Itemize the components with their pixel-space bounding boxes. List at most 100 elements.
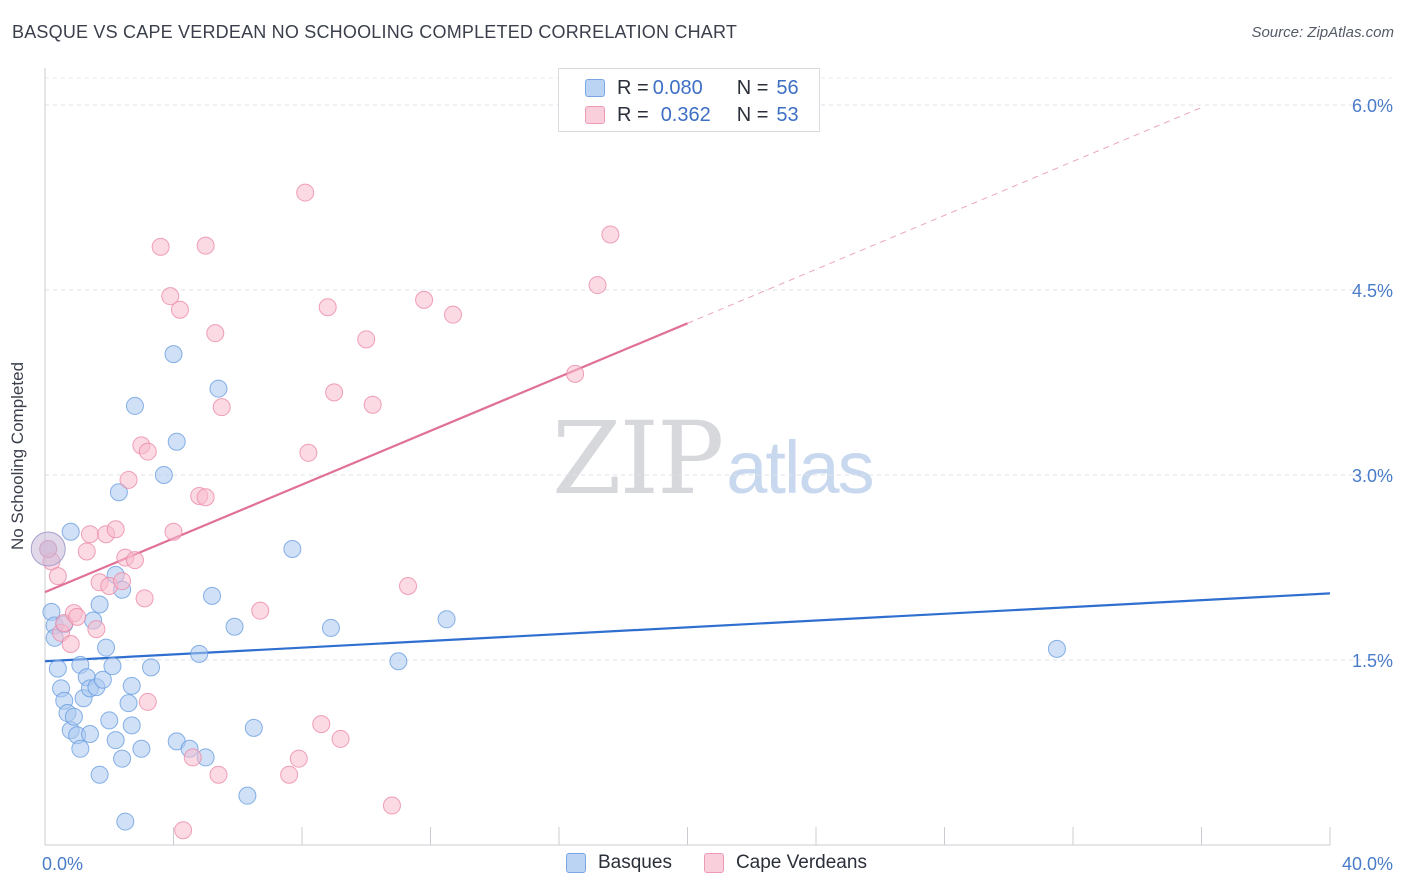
point-basques [437,610,456,629]
point-basques [80,725,99,743]
point-cape-verdeans [68,607,87,626]
point-cape-verdeans [87,620,106,639]
legend-row-basques: R = 0.080 N = 56 [585,76,799,100]
point-cape-verdeans [588,276,607,295]
point-cape-verdeans [382,796,401,815]
point-basques [113,749,132,768]
point-cape-verdeans [299,443,318,462]
legend-n-label: N = [736,76,769,99]
legend-r-value: 0.080 [652,76,703,99]
axes [44,68,1331,846]
point-basques [1047,639,1066,658]
point-cape-verdeans [183,748,202,767]
point-basques [106,731,125,750]
series-legend: Basques Cape Verdeans [566,852,899,874]
point-cape-verdeans [443,305,462,324]
point-basques [61,522,80,541]
point-cape-verdeans [61,634,80,653]
point-basques [225,617,244,636]
y-tick-label: 3.0% [1352,466,1393,486]
point-basques [283,540,302,558]
point-basques [71,739,90,758]
point-basques [122,716,141,735]
watermark-atlas: atlas [726,426,874,509]
point-cape-verdeans [138,442,157,461]
grid-lines [45,77,1392,661]
point-cape-verdeans [325,383,344,402]
point-basques [103,657,122,676]
point-basques [116,812,135,831]
legend-r-label: R = [617,76,649,99]
point-basques [125,396,144,415]
point-cape-verdeans [318,298,337,317]
trend-lines [44,107,1331,663]
point-cape-verdeans [135,589,154,608]
data-points [30,183,1066,840]
point-cape-verdeans [331,729,350,748]
x-tick-label: 0.0% [42,854,83,874]
point-cape-verdeans [601,225,620,244]
legend-label-cape-verdeans: Cape Verdeans [735,852,867,873]
point-basques [64,707,83,726]
point-cape-verdeans [196,236,215,255]
correlation-legend: R = 0.080 N = 56 R = 0.362 N = 53 [558,68,820,132]
legend-swatch-basques [566,853,586,873]
point-cape-verdeans [399,577,418,595]
y-tick-label: 1.5% [1352,651,1393,671]
point-cape-verdeans [415,290,434,309]
point-basques [100,711,119,730]
point-cape-verdeans [312,715,331,734]
point-cape-verdeans [164,522,183,541]
legend-r-value: 0.362 [660,103,711,126]
point-cape-verdeans [296,183,315,202]
point-cape-verdeans [251,601,270,620]
point-basques [389,652,408,671]
y-tick-label: 6.0% [1352,96,1393,116]
point-basques [122,676,141,695]
point-basques [142,658,161,677]
point-cape-verdeans [125,551,144,570]
source-label[interactable]: Source: ZipAtlas.com [1251,24,1394,41]
legend-swatch-cape-verdeans [585,106,605,124]
point-cape-verdeans [209,765,228,784]
point-cape-verdeans [174,821,193,840]
chart-title: BASQUE VS CAPE VERDEAN NO SCHOOLING COMP… [12,22,738,42]
point-cape-verdeans [206,324,225,343]
watermark: ZIPatlas [552,400,875,517]
trend-line-extension [687,107,1202,324]
point-cape-verdeans [48,567,67,586]
point-cape-verdeans [161,287,180,306]
legend-item-basques[interactable]: Basques [566,852,672,874]
point-cape-verdeans [196,488,215,507]
legend-swatch-basques [585,79,605,97]
legend-item-cape-verdeans[interactable]: Cape Verdeans [703,852,867,874]
point-basques [93,670,112,689]
point-cape-verdeans [138,692,157,711]
point-basques [190,644,209,663]
legend-swatch-cape-verdeans [703,853,724,873]
trend-line-basques [44,592,1331,663]
point-cape-verdeans [289,749,308,768]
point-cape-verdeans [151,237,170,256]
legend-label-basques: Basques [598,852,672,873]
point-cape-verdeans [113,572,132,591]
legend-n-label: N = [736,103,769,126]
y-tick-label: 4.5% [1352,281,1393,301]
x-tick-label: 40.0% [1342,854,1393,874]
legend-row-cape-verdeans: R = 0.362 N = 53 [585,103,799,127]
point-basques [48,659,67,678]
point-cape-verdeans [566,364,585,383]
point-basques [164,345,183,364]
point-cluster [30,531,66,567]
tick-labels: 1.5% 3.0% 4.5% 6.0% 0.0% 40.0% [42,96,1393,874]
point-cape-verdeans [212,398,231,417]
point-cape-verdeans [363,395,382,414]
point-cape-verdeans [170,300,189,319]
point-cape-verdeans [357,330,376,349]
point-basques [209,379,228,398]
point-basques [109,483,128,502]
legend-n-value: 56 [776,76,799,99]
point-basques [167,432,186,451]
point-cape-verdeans [106,520,125,539]
